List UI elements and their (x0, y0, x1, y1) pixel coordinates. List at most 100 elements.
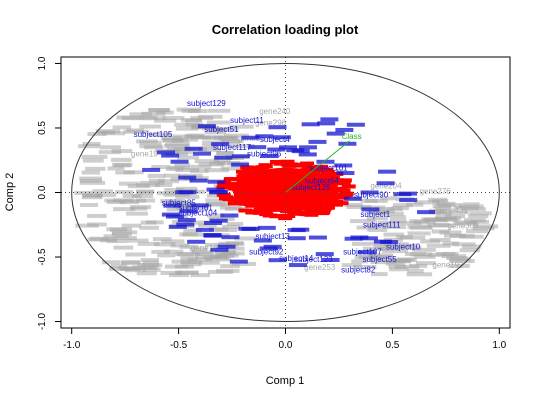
class-vector (285, 140, 350, 193)
core-mark (305, 193, 320, 198)
gene-mark (464, 218, 486, 223)
gene-mark (111, 157, 132, 162)
core-mark (251, 181, 266, 186)
subject-mark (336, 171, 355, 176)
subject-label: subject1 (360, 210, 390, 219)
subject-mark (321, 257, 340, 262)
gene-mark (175, 264, 194, 269)
gene-mark (396, 235, 413, 240)
gene-mark (368, 253, 394, 258)
gene-mark (81, 170, 100, 175)
gene-mark (79, 180, 106, 185)
core-mark (222, 197, 237, 202)
gene-mark (126, 211, 148, 216)
gene-mark (185, 118, 202, 123)
subject-mark (177, 217, 196, 222)
gene-mark (121, 223, 142, 228)
core-mark (295, 206, 310, 211)
gene-mark (82, 141, 101, 146)
gene-mark (74, 190, 93, 195)
core-mark (217, 182, 232, 187)
gene-mark (144, 145, 163, 150)
core-mark (269, 159, 284, 164)
gene-mark (229, 124, 254, 129)
subject-mark (165, 214, 184, 219)
gene-mark (218, 136, 238, 141)
core-mark (245, 199, 260, 204)
gene-mark (409, 252, 433, 257)
subject-label: subject117 (213, 143, 252, 152)
core-mark (325, 188, 340, 193)
gene-label: gene16 (191, 244, 218, 253)
subject-mark (308, 235, 327, 240)
gene-mark (190, 135, 211, 140)
gene-mark (182, 137, 199, 142)
gene-mark (147, 173, 166, 178)
subject-mark (193, 151, 212, 156)
gene-mark (369, 209, 395, 214)
gene-mark (406, 202, 424, 207)
core-mark (309, 175, 324, 180)
gene-mark (116, 115, 142, 120)
gene-mark (154, 242, 176, 247)
gene-mark (444, 214, 466, 219)
subject-label: subject13 (256, 232, 291, 241)
gene-mark (409, 219, 430, 224)
gene-mark (462, 202, 480, 207)
core-mark (317, 178, 332, 183)
gene-mark (146, 220, 164, 225)
subject-label: subject123 (294, 255, 333, 264)
subject-mark (178, 190, 197, 195)
core-mark (236, 179, 251, 184)
gene-mark (446, 256, 468, 261)
gene-mark (152, 237, 172, 242)
subject-mark (231, 154, 250, 159)
subject-mark (241, 135, 260, 140)
gene-mark (112, 125, 131, 130)
subject-mark (268, 258, 287, 263)
gene-mark (356, 225, 379, 230)
core-mark (238, 208, 253, 213)
gene-mark (204, 168, 230, 173)
gene-labels: gene240gene296gene36gene19gene276gene204… (74, 107, 499, 278)
subject-mark (209, 189, 228, 194)
gene-mark (371, 272, 388, 277)
gene-mark (207, 213, 224, 218)
gene-mark (158, 179, 180, 184)
gene-mark (111, 231, 132, 236)
subject-mark (231, 162, 250, 167)
y-tick-label: 1.0 (37, 56, 48, 70)
gene-mark (426, 243, 451, 248)
core-mark (233, 193, 248, 198)
core-mark (334, 195, 349, 200)
core-mark (259, 192, 274, 197)
gene-mark (428, 197, 448, 202)
gene-mark (139, 124, 161, 129)
gene-mark (113, 163, 131, 168)
subject-mark (335, 127, 354, 132)
gene-mark (344, 203, 363, 208)
gene-mark (79, 176, 102, 181)
gene-mark (205, 202, 226, 207)
chart-title: Correlation loading plot (212, 22, 359, 37)
gene-mark (382, 249, 408, 254)
gene-mark (179, 232, 198, 237)
subject-mark (376, 181, 395, 186)
gene-mark (202, 144, 219, 149)
subject-label: subject104 (178, 209, 217, 218)
gene-mark (122, 198, 147, 203)
gene-mark (185, 220, 209, 225)
subject-label: subject105 (134, 130, 173, 139)
gene-mark (174, 122, 200, 127)
gene-mark (92, 189, 113, 194)
gene-mark (406, 272, 433, 277)
core-mark (236, 174, 251, 179)
subject-label: subject61 (179, 204, 214, 213)
gene-mark (197, 147, 221, 152)
subject-mark (255, 134, 274, 139)
subject-mark (298, 145, 317, 150)
core-mark (262, 179, 277, 184)
gene-mark (392, 203, 413, 208)
gene-mark (126, 238, 149, 243)
